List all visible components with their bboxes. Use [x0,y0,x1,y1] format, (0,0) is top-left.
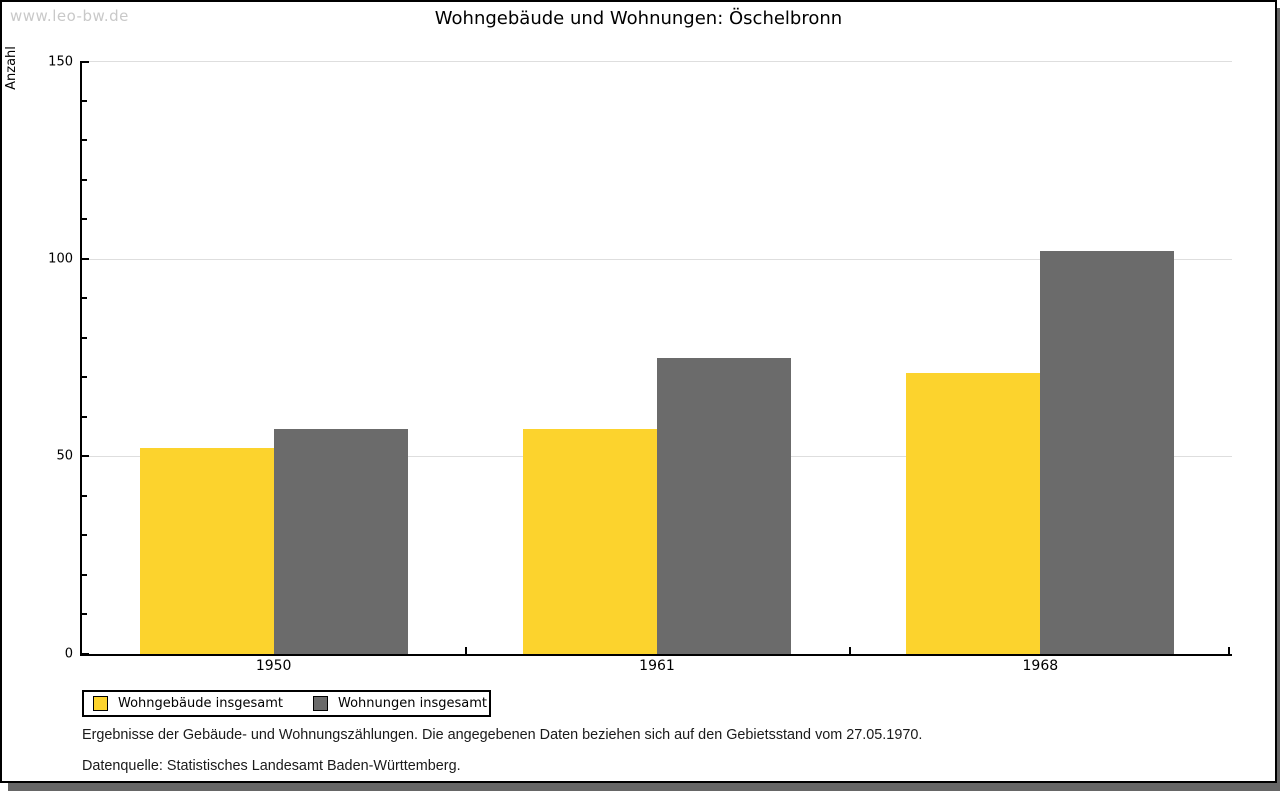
y-tick-minor-90 [82,297,87,300]
y-tick-major-100 [82,257,89,260]
y-tick-major-150 [82,61,89,63]
bar-1968-wohnungen-insgesamt [1040,250,1175,654]
legend-item-wohngebaeude-insgesamt: Wohngebäude insgesamt [93,696,283,711]
y-tick-minor-110 [82,218,87,221]
bar-1968-wohngebaeude-insgesamt [906,373,1041,654]
y-tick-major-0 [82,653,89,655]
y-tick-major-50 [82,455,89,458]
watermark: www.leo-bw.de [10,7,129,25]
bar-1950-wohngebaeude-insgesamt [139,448,274,654]
x-tick [465,647,468,654]
y-tick-label-100: 100 [48,251,73,267]
bar-1950-wohnungen-insgesamt [273,428,408,654]
x-tick-label-1961: 1961 [639,658,675,674]
legend-item-wohnungen-insgesamt: Wohnungen insgesamt [313,696,487,711]
y-tick-minor-10 [82,613,87,616]
y-tick-minor-120 [82,178,87,181]
y-gridline-100 [82,258,1232,260]
y-tick-label-50: 50 [56,448,73,464]
x-tick-label-1968: 1968 [1022,658,1059,674]
chart-title: Wohngebäude und Wohnungen: Öschelbronn [434,8,843,29]
legend-swatch-wohngebaeude-insgesamt [93,696,108,711]
x-tick [1228,647,1230,654]
footnote-line-1: Ergebnisse der Gebäude- und Wohnungszähl… [82,726,923,743]
y-tick-minor-60 [82,415,87,418]
y-tick-minor-70 [82,376,87,379]
x-tick-label-1950: 1950 [255,658,292,674]
y-tick-minor-30 [82,534,87,537]
footnote-line-2: Datenquelle: Statistisches Landesamt Bad… [82,757,461,774]
legend-swatch-wohnungen-insgesamt [313,696,328,711]
y-tick-label-0: 0 [64,646,73,662]
plot-area: 1950 1961 1968 0 50 100 150 [48,55,1232,674]
y-tick-minor-40 [82,494,87,497]
y-tick-minor-80 [82,336,87,339]
legend: Wohngebäude insgesamt Wohnungen insgesamt [82,690,491,717]
y-axis-label: Anzahl [4,46,19,90]
bar-1961-wohnungen-insgesamt [657,357,791,654]
legend-label: Wohngebäude insgesamt [118,696,283,711]
y-gridline-150 [82,61,1232,62]
legend-label: Wohnungen insgesamt [338,696,487,711]
y-tick-minor-20 [82,573,87,576]
y-tick-label-150: 150 [48,54,73,70]
y-tick-minor-130 [82,139,87,142]
x-tick [848,647,851,654]
bar-1961-wohngebaeude-insgesamt [523,428,657,654]
y-tick-minor-140 [82,99,87,102]
